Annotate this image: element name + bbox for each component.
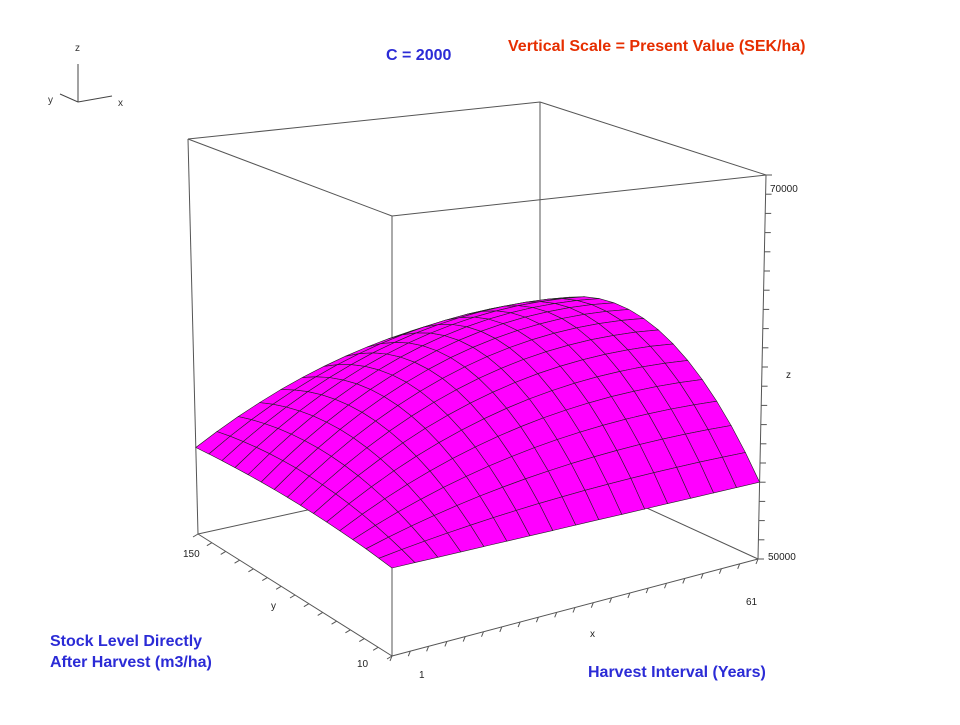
frame-edge (188, 139, 392, 216)
y-tick-mark (193, 534, 198, 537)
y-tick-mark (221, 551, 226, 554)
frame-edge (540, 102, 766, 175)
gizmo-y-axis (60, 94, 78, 102)
z-tick-label-min: 50000 (768, 552, 796, 563)
y-axis-letter: y (271, 601, 276, 612)
y-tick-label-max: 150 (183, 549, 200, 560)
gizmo-z-label: z (75, 43, 80, 54)
c-value-title: C = 2000 (386, 47, 451, 65)
y-axis-title-line1: Stock Level Directly (50, 633, 202, 650)
orientation-gizmo: z y x (48, 43, 123, 109)
gizmo-x-label: x (118, 98, 123, 109)
x-tick-label-max: 61 (746, 597, 758, 608)
frame-edge (188, 139, 198, 534)
y-tick-mark (248, 569, 253, 572)
y-tick-mark (207, 543, 212, 546)
y-tick-mark (373, 647, 378, 650)
bounding-box-front (198, 534, 758, 656)
y-tick-mark (276, 586, 281, 589)
y-tick-label-min: 10 (357, 659, 369, 670)
y-tick-mark (262, 578, 267, 581)
z-axis-letter: z (786, 370, 791, 381)
vertical-scale-title: Vertical Scale = Present Value (SEK/ha) (508, 38, 805, 56)
gizmo-x-axis (78, 96, 112, 102)
y-tick-mark (345, 630, 350, 633)
y-tick-mark (318, 612, 323, 615)
frame-edge (188, 102, 540, 139)
y-tick-mark (332, 621, 337, 624)
y-tick-mark (359, 639, 364, 642)
y-tick-mark (290, 595, 295, 598)
z-tick-label-max: 70000 (770, 184, 798, 195)
y-axis-title: Stock Level Directly After Harvest (m3/h… (50, 631, 212, 673)
y-axis-title-line2: After Harvest (m3/ha) (50, 654, 212, 671)
gizmo-y-label: y (48, 95, 53, 106)
surface-mesh (196, 297, 760, 568)
x-axis-letter: x (590, 629, 595, 640)
y-tick-mark (235, 560, 240, 563)
frame-edge (392, 175, 766, 216)
x-axis-title: Harvest Interval (Years) (588, 664, 766, 682)
x-tick-label-min: 1 (419, 670, 425, 681)
y-tick-mark (304, 604, 309, 607)
